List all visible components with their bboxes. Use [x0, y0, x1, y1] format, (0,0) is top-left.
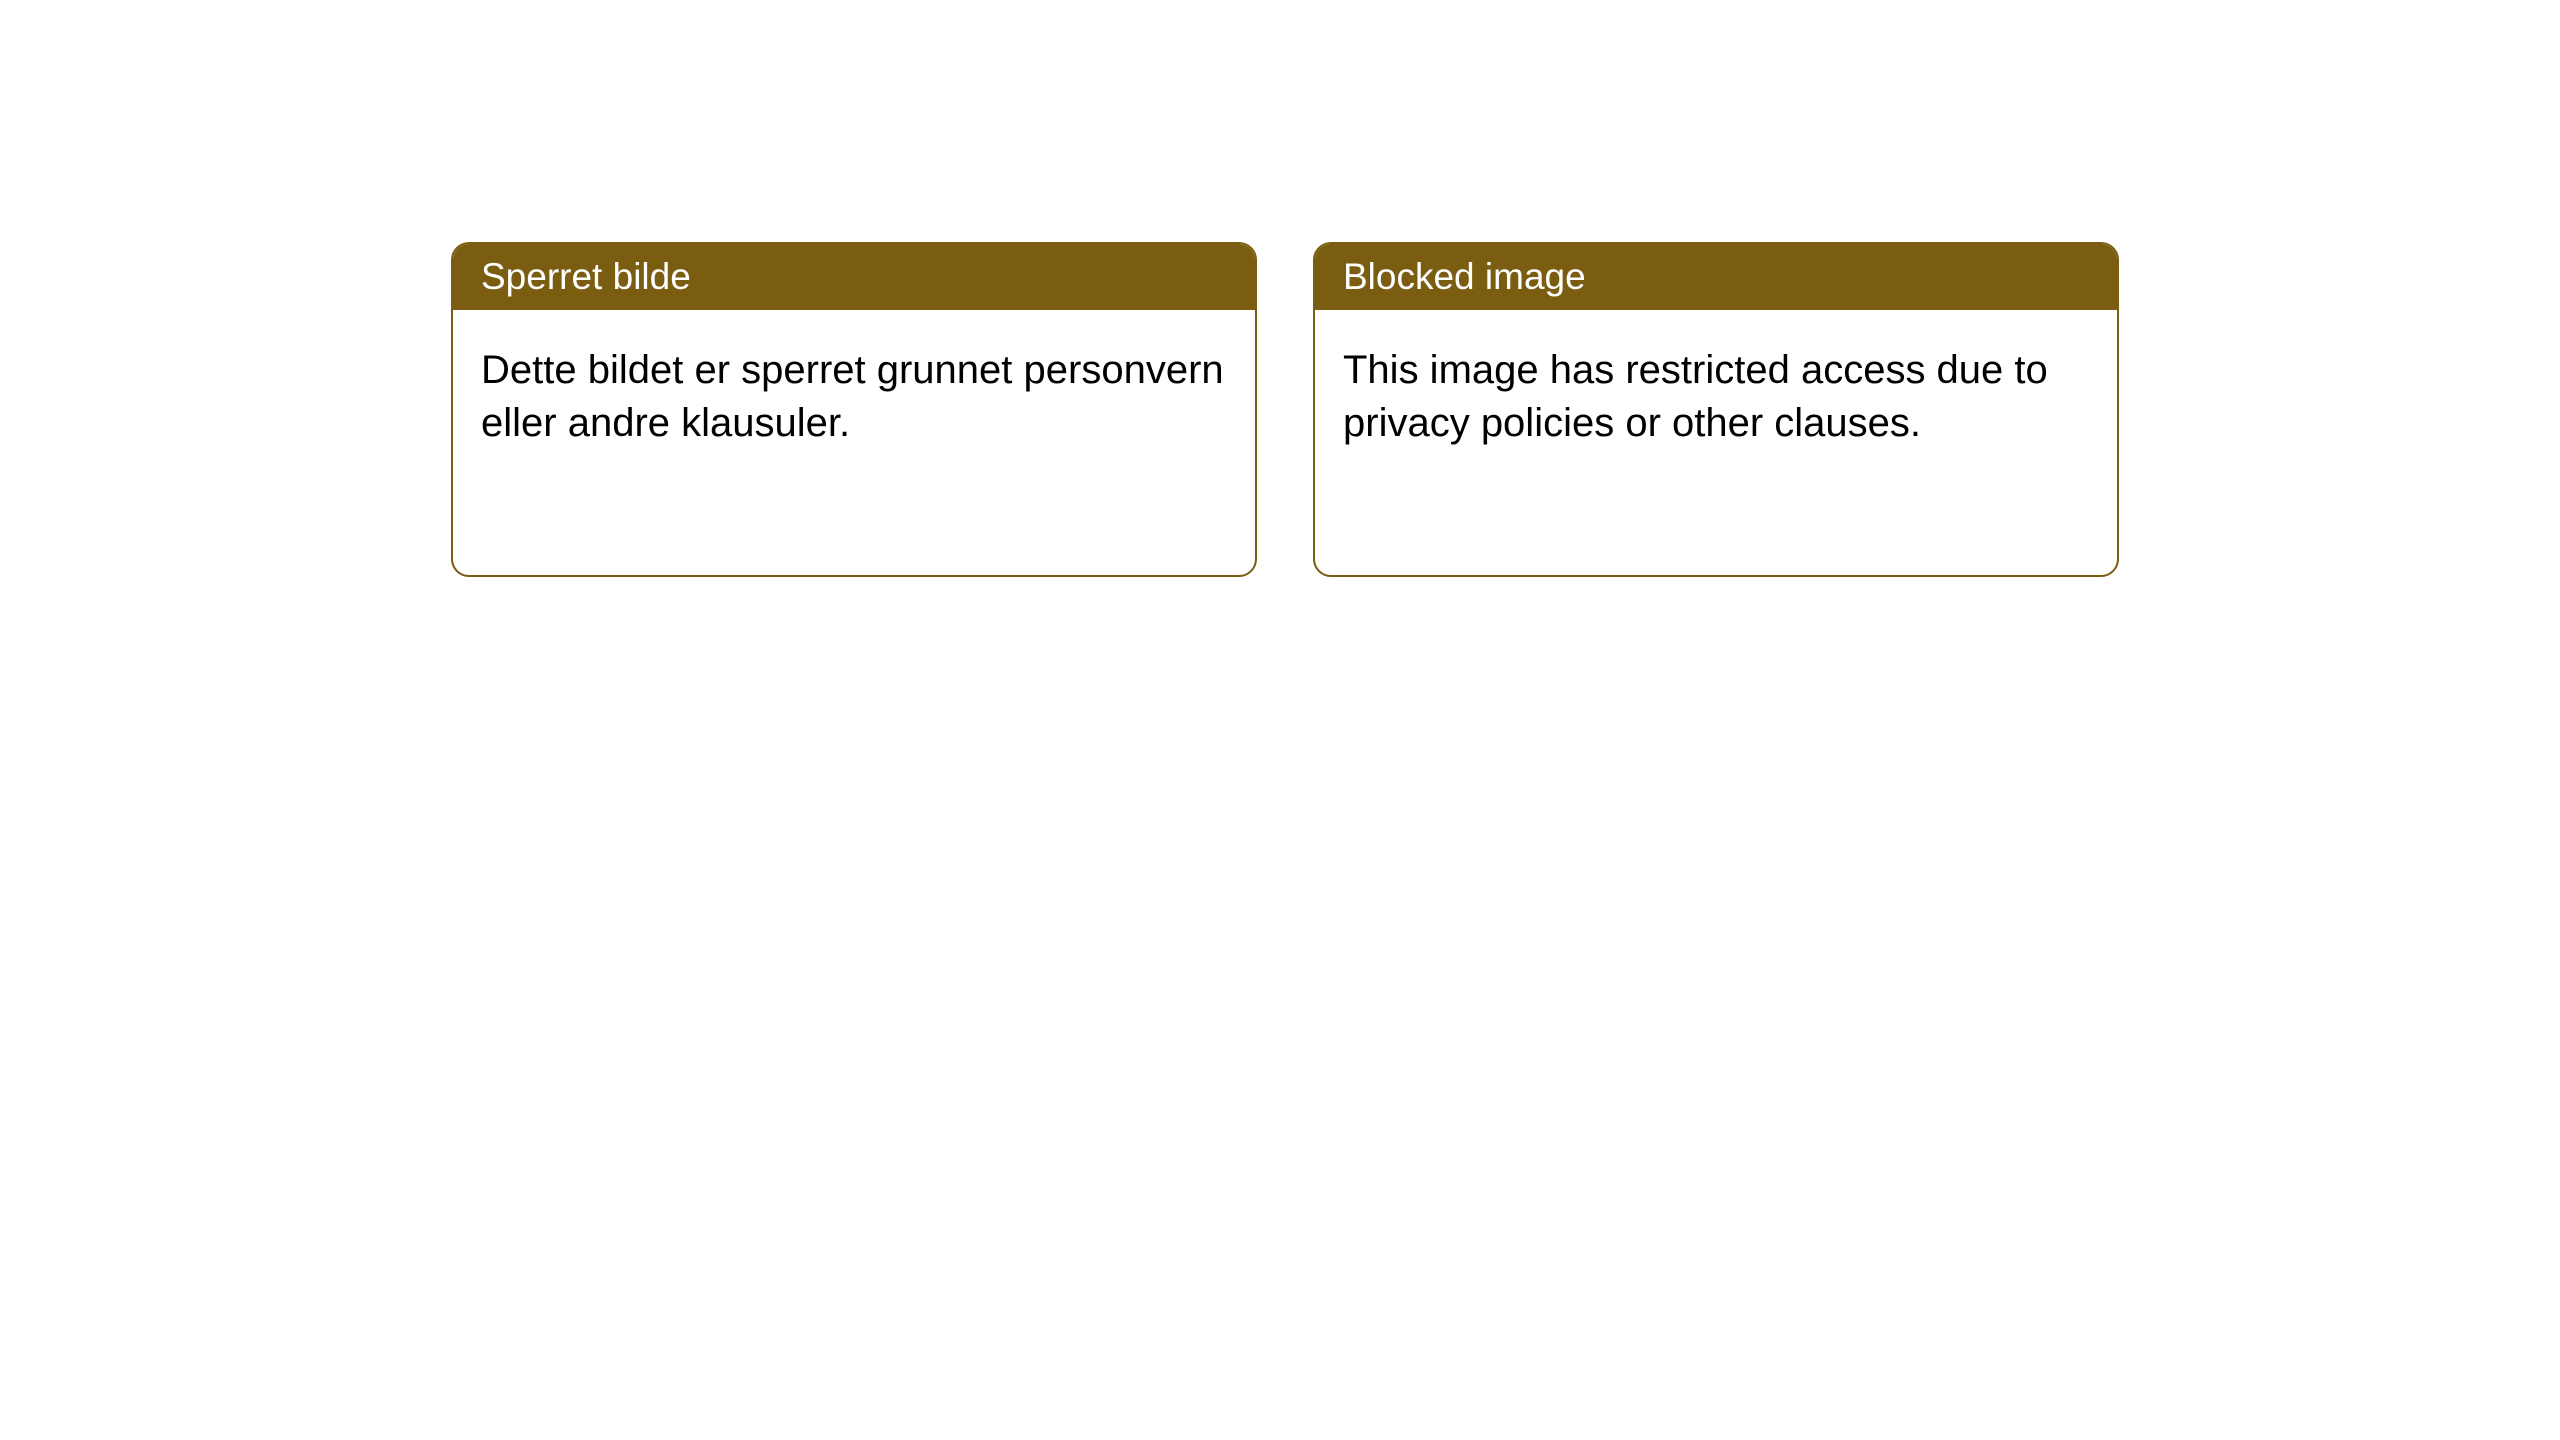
notice-title: Blocked image	[1315, 244, 2117, 310]
notice-body: Dette bildet er sperret grunnet personve…	[453, 310, 1255, 484]
notice-title: Sperret bilde	[453, 244, 1255, 310]
notice-box-norwegian: Sperret bilde Dette bildet er sperret gr…	[451, 242, 1257, 577]
notices-container: Sperret bilde Dette bildet er sperret gr…	[0, 0, 2560, 577]
notice-body: This image has restricted access due to …	[1315, 310, 2117, 484]
notice-box-english: Blocked image This image has restricted …	[1313, 242, 2119, 577]
